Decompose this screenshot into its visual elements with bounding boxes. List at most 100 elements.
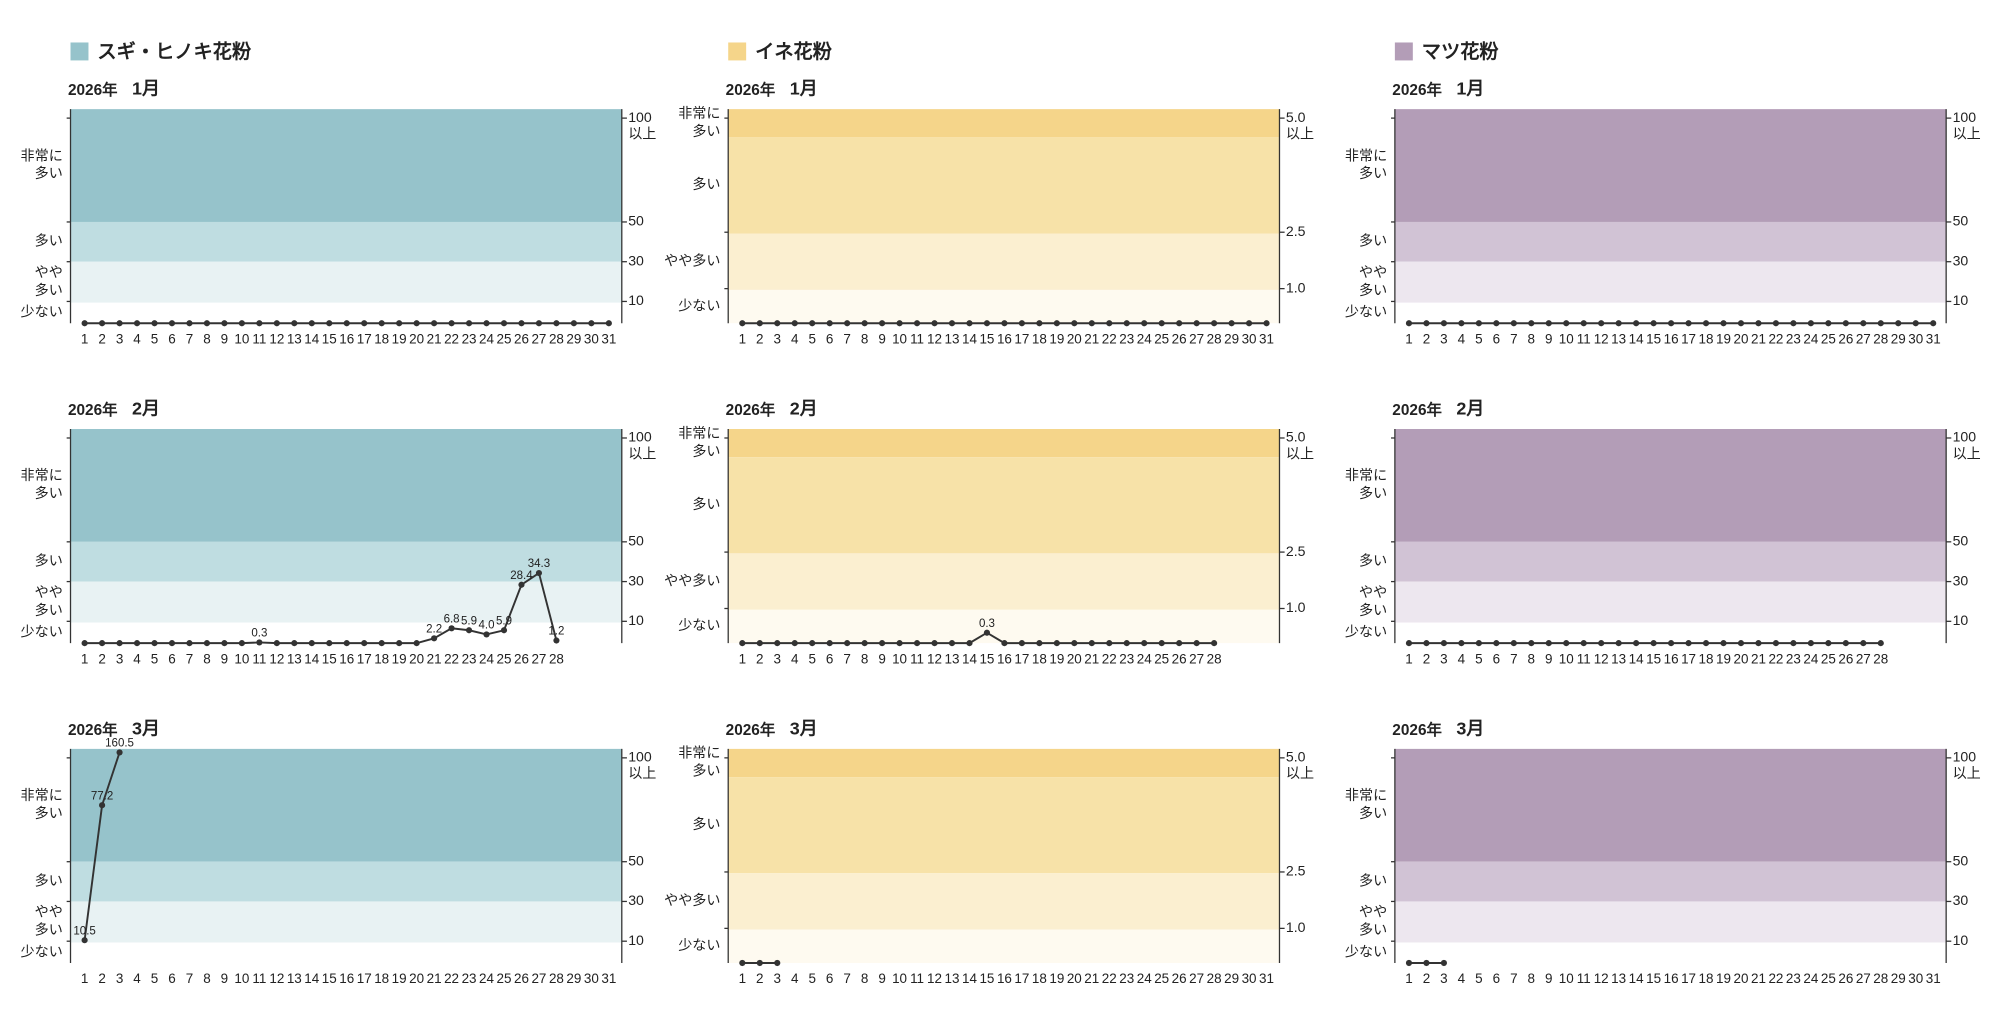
day-label: 17	[357, 971, 372, 986]
level-label: 少ない	[21, 943, 63, 959]
day-label: 1	[81, 651, 88, 666]
data-point	[99, 320, 106, 327]
level-label: 非常に	[21, 467, 63, 483]
day-label: 16	[339, 971, 354, 986]
level-band	[728, 137, 1280, 234]
level-label: やや	[35, 264, 63, 280]
data-point	[1458, 320, 1465, 327]
day-label: 30	[584, 331, 599, 346]
level-band	[1394, 942, 1947, 963]
day-label: 19	[1716, 331, 1731, 346]
data-point	[535, 569, 543, 577]
data-point	[273, 320, 280, 327]
day-label: 8	[1528, 331, 1535, 346]
level-band	[70, 861, 622, 902]
data-point	[81, 640, 88, 647]
data-point	[1772, 320, 1780, 327]
y-tick-label: 50	[628, 852, 644, 868]
data-point	[1440, 320, 1447, 327]
level-label: 多い	[1359, 485, 1387, 501]
day-label: 13	[287, 651, 302, 666]
value-label: 5.9	[496, 615, 512, 627]
level-band	[1394, 221, 1947, 262]
y-tick-label: 30	[1953, 252, 1969, 268]
day-label: 2	[756, 331, 763, 346]
level-band	[1394, 861, 1947, 902]
data-point	[1510, 640, 1517, 647]
day-label: 11	[910, 651, 924, 666]
data-point	[1106, 640, 1113, 647]
data-point	[1475, 320, 1482, 327]
day-label: 27	[531, 331, 546, 346]
day-label: 25	[1821, 651, 1836, 666]
month-label: 1月	[1456, 79, 1484, 99]
day-label: 14	[304, 331, 319, 346]
day-label: 17	[357, 331, 372, 346]
day-label: 1	[81, 971, 88, 986]
day-label: 29	[1224, 331, 1239, 346]
data-point	[203, 320, 211, 327]
level-label: 多い	[692, 443, 720, 459]
level-band	[70, 221, 622, 262]
day-label: 8	[861, 331, 868, 346]
y-tick-label: 1.0	[1286, 919, 1306, 935]
data-line	[742, 631, 1215, 645]
data-point	[1036, 640, 1043, 647]
data-point	[116, 640, 123, 647]
y-tick-label: 2.5	[1286, 223, 1306, 239]
level-label: 多い	[1359, 552, 1387, 568]
day-label: 23	[462, 651, 477, 666]
day-label: 7	[1510, 651, 1517, 666]
data-point	[518, 320, 525, 327]
day-label: 25	[1154, 651, 1169, 666]
day-label: 15	[979, 971, 994, 986]
y-tick-label: 2.5	[1286, 863, 1306, 879]
data-point	[1563, 640, 1570, 647]
day-label: 8	[203, 651, 210, 666]
data-point	[273, 640, 280, 647]
day-label: 26	[1838, 331, 1853, 346]
day-label: 13	[287, 971, 302, 986]
day-label: 28	[1207, 971, 1222, 986]
data-point	[1563, 320, 1570, 327]
day-label: 10	[1559, 971, 1574, 986]
level-band	[728, 553, 1280, 610]
day-label: 6	[168, 331, 175, 346]
day-label: 8	[1528, 651, 1535, 666]
day-label: 20	[1734, 971, 1749, 986]
value-label: 0.3	[979, 618, 995, 630]
day-label: 17	[1014, 651, 1029, 666]
day-label: 30	[584, 971, 599, 986]
data-point	[361, 320, 368, 327]
day-label: 30	[1242, 331, 1257, 346]
value-label: 1.2	[548, 626, 564, 638]
day-label: 24	[479, 651, 494, 666]
data-point	[1193, 640, 1200, 647]
level-label: やや	[35, 584, 63, 600]
day-label: 15	[322, 971, 337, 986]
data-point	[966, 320, 973, 327]
level-label: 多い	[692, 816, 720, 832]
data-point	[931, 320, 938, 327]
day-label: 24	[479, 971, 494, 986]
y-tick-label: 50	[628, 533, 644, 549]
data-point	[308, 640, 315, 647]
day-label: 19	[1049, 331, 1064, 346]
data-point	[966, 640, 973, 647]
data-point	[983, 320, 991, 327]
day-label: 29	[566, 971, 581, 986]
day-label: 2	[756, 971, 763, 986]
year-label: 2026年	[726, 400, 776, 419]
data-point	[500, 320, 508, 327]
data-point	[1860, 320, 1867, 327]
data-point	[570, 320, 577, 327]
y-tick-label: 5.0	[1286, 429, 1306, 445]
data-point	[1018, 640, 1025, 647]
data-point	[1176, 640, 1183, 647]
level-label: 多い	[35, 552, 63, 568]
day-label: 6	[826, 971, 833, 986]
y-tick-label: 50	[628, 213, 644, 229]
data-point	[756, 959, 763, 967]
day-label: 12	[269, 651, 284, 666]
data-point	[1211, 640, 1218, 647]
